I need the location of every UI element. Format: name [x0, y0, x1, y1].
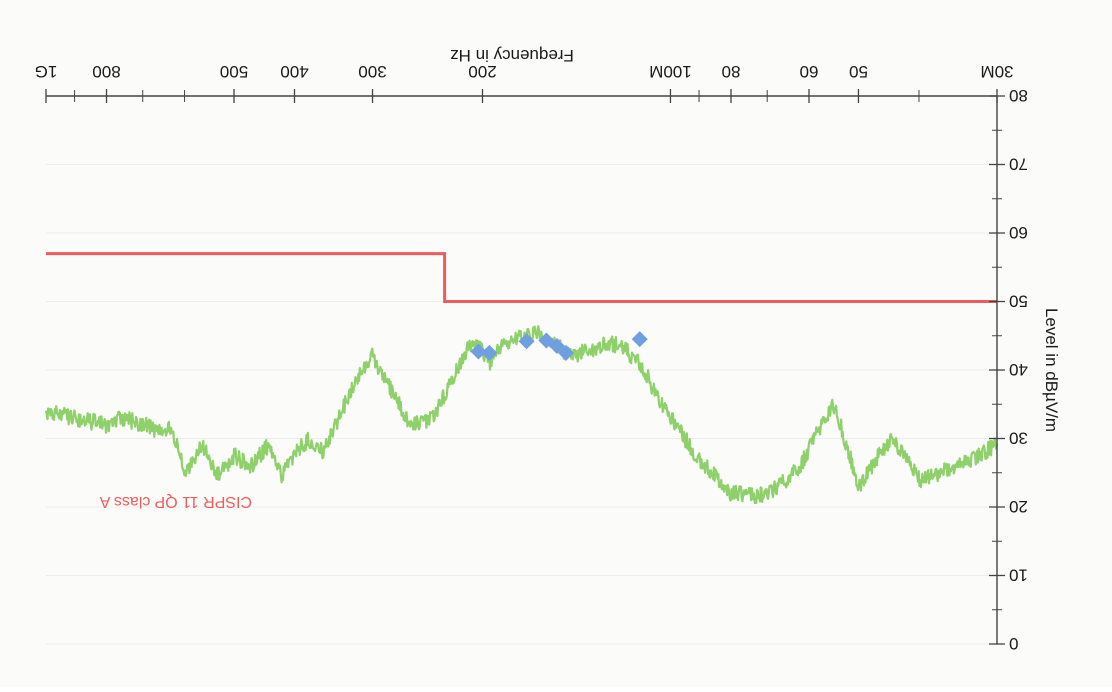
x-tick-label: 50	[849, 62, 868, 81]
qp-marker	[631, 331, 648, 348]
y-tick-label: 50	[1009, 292, 1028, 311]
limit-layer	[46, 252, 997, 303]
limit-line-cispr11-class-a	[46, 252, 997, 303]
y-tick-label: 0	[1009, 634, 1018, 653]
y-tick-label: 70	[1009, 155, 1028, 174]
x-tick-label: 300	[358, 62, 386, 81]
x-tick-layer: 30M 50 60 80 100M 200 300 400 500 800 1G	[35, 62, 1014, 103]
measurement-trace	[44, 325, 999, 505]
y-tick-label: 30	[1009, 429, 1028, 448]
x-tick-label: 800	[92, 62, 120, 81]
y-tick-label: 40	[1009, 360, 1028, 379]
y-axis-label: Level in dBµV/m	[1042, 308, 1061, 432]
y-tick-label: 20	[1009, 497, 1028, 516]
x-tick-label: 500	[220, 62, 248, 81]
axis-layer: 30M 50 60 80 100M 200 300 400 500 800 1G 0 10 20 30 40…	[35, 46, 1061, 653]
qp-marker	[518, 333, 535, 350]
limit-line-label: CISPR 11 QP class A	[99, 493, 252, 510]
x-tick-label: 100M	[649, 62, 692, 81]
y-tick-layer: 0 10 20 30 40 50 60 70 80	[989, 86, 1028, 653]
grid-layer	[46, 95, 997, 645]
qp-marker	[470, 343, 487, 360]
y-tick-label: 10	[1009, 566, 1028, 585]
x-tick-label: 400	[280, 62, 308, 81]
x-tick-label: 1G	[35, 62, 58, 81]
qp-marker	[481, 344, 498, 361]
y-tick-label: 60	[1009, 223, 1028, 242]
x-tick-label: 200	[468, 62, 496, 81]
x-tick-label: 60	[800, 62, 819, 81]
x-tick-label: 30M	[980, 62, 1013, 81]
qp-marker	[538, 332, 555, 349]
rotated-chart-group: 30M 50 60 80 100M 200 300 400 500 800 1G 0 10 20 30 40…	[35, 46, 1061, 653]
x-tick-label: 80	[722, 62, 741, 81]
y-tick-label: 80	[1009, 86, 1028, 105]
x-axis-label: Frequency in Hz	[450, 46, 574, 65]
trace-layer	[44, 325, 999, 505]
marker-layer	[470, 331, 648, 361]
